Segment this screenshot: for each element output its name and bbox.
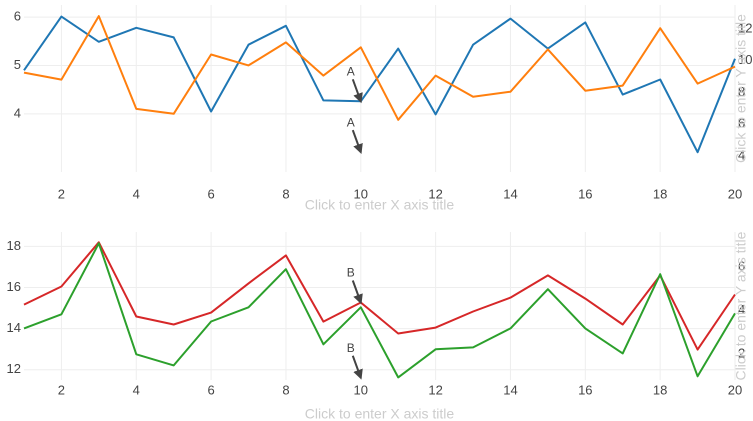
x-tick-label: 18 bbox=[653, 186, 667, 201]
y2-tick-label: 2 bbox=[738, 345, 745, 360]
annotation-arrow bbox=[351, 78, 363, 104]
x-tick-label: 10 bbox=[354, 186, 368, 201]
x-tick-label: 16 bbox=[578, 186, 592, 201]
annotation-text: B bbox=[347, 266, 355, 280]
x-tick-label: 14 bbox=[503, 186, 517, 201]
x-tick-label: 14 bbox=[503, 382, 517, 397]
x-tick-label: 12 bbox=[428, 382, 442, 397]
annotation-arrow bbox=[351, 355, 363, 380]
y2-tick-label: 10 bbox=[738, 52, 752, 67]
x-tick-label: 6 bbox=[207, 186, 214, 201]
x-axis-title: Click to enter X axis title bbox=[305, 197, 455, 213]
x-tick-label: 6 bbox=[207, 382, 214, 397]
x-tick-label: 4 bbox=[133, 186, 140, 201]
y-tick-label: 14 bbox=[7, 320, 21, 335]
y-tick-label: 18 bbox=[7, 238, 21, 253]
x-tick-label: 20 bbox=[728, 382, 742, 397]
x-tick-label: 2 bbox=[58, 382, 65, 397]
line-series bbox=[23, 242, 736, 379]
annotation-text: B bbox=[347, 341, 355, 355]
y2-tick-label: 4 bbox=[738, 148, 745, 163]
y-tick-label: 5 bbox=[14, 57, 21, 72]
x-tick-label: 12 bbox=[428, 186, 442, 201]
annotation-text: A bbox=[347, 64, 355, 78]
y2-tick-label: 8 bbox=[738, 84, 745, 99]
x-tick-label: 4 bbox=[133, 382, 140, 397]
x-tick-label: 2 bbox=[58, 186, 65, 201]
x-tick-label: 20 bbox=[728, 186, 742, 201]
y-tick-label: 16 bbox=[7, 279, 21, 294]
line-series bbox=[23, 241, 736, 351]
annotation-text: A bbox=[347, 115, 355, 129]
y-tick-label: 6 bbox=[14, 9, 21, 24]
y2-tick-label: 12 bbox=[738, 20, 752, 35]
line-series bbox=[23, 15, 736, 154]
y2-tick-label: 6 bbox=[738, 116, 745, 131]
x-tick-label: 8 bbox=[282, 382, 289, 397]
y-tick-label: 4 bbox=[14, 105, 21, 120]
x-axis-title: Click to enter X axis title bbox=[305, 406, 455, 421]
x-tick-label: 8 bbox=[282, 186, 289, 201]
annotation-arrow bbox=[351, 280, 363, 305]
y2-axis-title: Click to enter Y axis title bbox=[733, 231, 749, 380]
x-tick-label: 16 bbox=[578, 382, 592, 397]
annotation-arrow bbox=[351, 129, 363, 155]
y-tick-label: 12 bbox=[7, 361, 21, 376]
x-tick-label: 18 bbox=[653, 382, 667, 397]
y2-tick-label: 6 bbox=[738, 258, 745, 273]
y2-tick-label: 4 bbox=[738, 302, 745, 317]
x-tick-label: 10 bbox=[354, 382, 368, 397]
line-series bbox=[23, 15, 736, 121]
y2-axis-title: Click to enter Y axis title bbox=[733, 14, 749, 163]
